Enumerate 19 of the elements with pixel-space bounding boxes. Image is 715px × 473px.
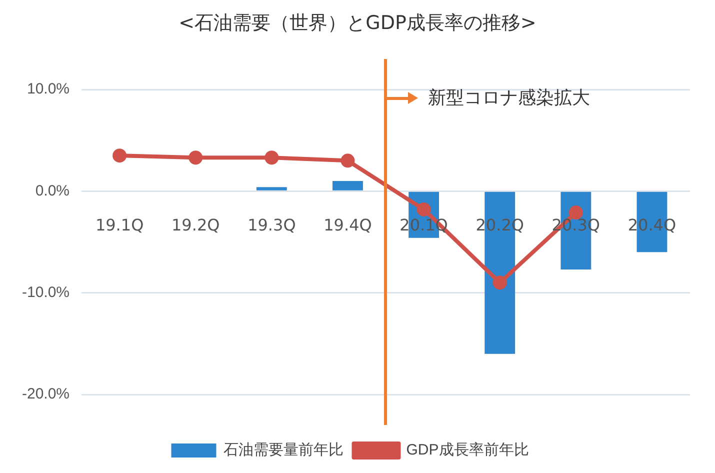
chart-title: <石油需要（世界）とGDP成長率の推移> <box>178 11 538 36</box>
x-tick-label: 19.1Q <box>95 215 144 234</box>
y-tick-label: 10.0% <box>26 80 70 98</box>
point <box>112 148 127 163</box>
y-tick-label: -20.0% <box>22 386 70 403</box>
annotation: 新型コロナ感染拡大 <box>428 88 590 109</box>
x-tick-label: 19.2Q <box>172 215 220 234</box>
x-tick-label: 19.3Q <box>248 215 296 234</box>
bar <box>256 187 287 190</box>
point <box>188 150 203 165</box>
legend-label: GDP成長率前年比 <box>406 442 529 459</box>
y-tick-label: -10.0% <box>22 284 70 301</box>
x-tick-label: 19.4Q <box>324 215 372 234</box>
y-tick-label: 0.0% <box>35 182 70 200</box>
point <box>264 150 279 165</box>
bar <box>332 181 363 190</box>
point <box>492 276 507 290</box>
point <box>340 154 355 168</box>
legend-label: 石油需要量前年比 <box>224 442 344 459</box>
